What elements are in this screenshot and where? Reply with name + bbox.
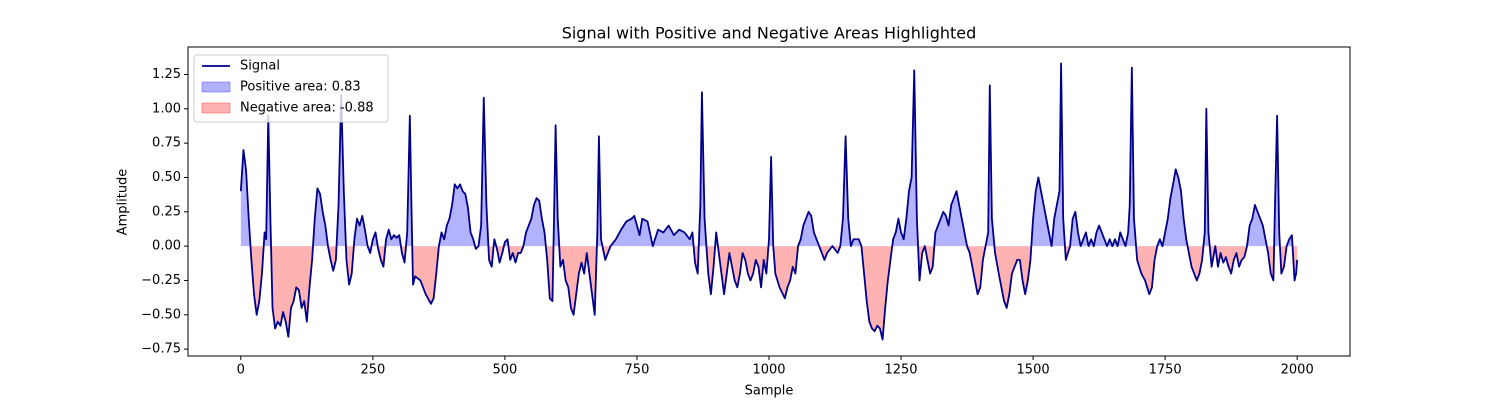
x-tick-label: 2000 — [1281, 363, 1314, 378]
legend-swatch — [201, 81, 231, 93]
plot-frame — [187, 46, 1351, 357]
x-tick-label: 1250 — [884, 363, 917, 378]
area-fill — [240, 63, 1298, 247]
legend-label: Negative area: -0.88 — [240, 101, 374, 116]
y-tick-label: 1.25 — [152, 67, 181, 82]
x-axis-label: Sample — [745, 384, 794, 399]
signal-line — [239, 62, 1299, 341]
legend-swatch — [201, 102, 231, 114]
y-tick-label: 0.50 — [152, 170, 181, 185]
y-tick-label: −0.75 — [141, 342, 181, 357]
x-tick-label: 750 — [625, 363, 650, 378]
x-tick-label: 1750 — [1149, 363, 1182, 378]
x-tick-label: 250 — [360, 363, 385, 378]
x-tick-label: 1500 — [1017, 363, 1050, 378]
y-tick-label: 0.25 — [152, 204, 181, 219]
legend-label: Positive area: 0.83 — [240, 80, 361, 95]
y-tick-label: 0.75 — [152, 136, 181, 151]
y-axis-label: Amplitude — [116, 169, 131, 236]
chart-title: Signal with Positive and Negative Areas … — [562, 24, 977, 43]
area-fill — [250, 246, 1298, 340]
y-tick-label: 1.00 — [152, 101, 181, 116]
y-tick-label: −0.25 — [141, 273, 181, 288]
y-tick-label: −0.50 — [141, 307, 181, 322]
legend-box — [193, 54, 389, 123]
legend: Signal Positive area: 0.83 Negative area: … — [193, 54, 389, 123]
y-tick-label: 0.00 — [152, 239, 181, 254]
legend-label: Signal — [240, 59, 280, 74]
x-tick-label: 1000 — [752, 363, 785, 378]
x-tick-label: 0 — [237, 363, 245, 378]
x-tick-label: 500 — [492, 363, 517, 378]
